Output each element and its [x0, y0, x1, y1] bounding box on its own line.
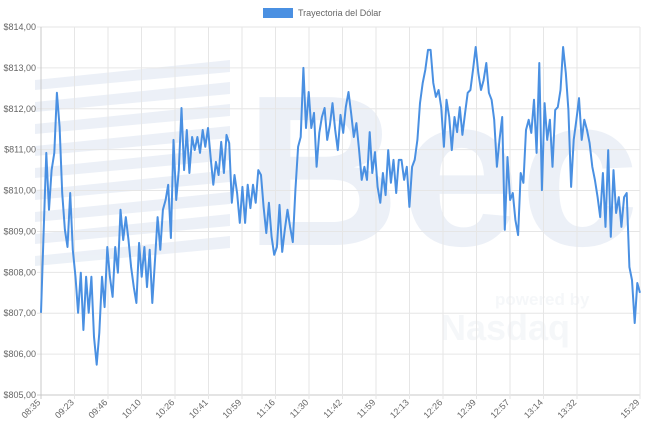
watermark-stripe — [35, 236, 230, 266]
x-axis: 08:35 09:23 09:46 10:10 10:26 10:41 10:59 11:16… — [19, 397, 641, 420]
watermark-stripe — [35, 192, 230, 222]
watermark-stripe — [35, 148, 230, 178]
y-tick-label: $808,00 — [3, 267, 36, 277]
x-tick-label: 09:23 — [53, 397, 76, 420]
y-tick-label: $811,00 — [4, 145, 36, 155]
y-axis: $814,00 $813,00 $812,00 $811,00 $810,00 $809,… — [3, 22, 36, 400]
watermark-stripe — [35, 170, 230, 200]
watermark-logo-text: Bec — [245, 50, 639, 291]
series-line-trayectoria-del-dolar — [40, 46, 641, 366]
legend-swatch — [263, 8, 293, 18]
x-tick-label: 12:57 — [488, 397, 511, 420]
x-tick-label: 11:30 — [288, 397, 311, 420]
y-tick-label: $806,00 — [3, 349, 36, 359]
x-tick-label: 08:35 — [19, 397, 42, 420]
legend[interactable]: Trayectoria del Dólar — [263, 8, 381, 18]
x-tick-label: 12:39 — [455, 397, 478, 420]
x-tick-label: 15:29 — [618, 397, 641, 420]
y-tick-label: $807,00 — [3, 308, 36, 318]
series-lines — [40, 46, 641, 366]
y-tick-label: $813,00 — [3, 63, 36, 73]
x-tick-label: 12:13 — [388, 397, 411, 420]
watermark-powered-text: powered by — [495, 290, 590, 309]
y-tick-label: $810,00 — [3, 186, 36, 196]
x-tick-label: 10:26 — [153, 397, 176, 420]
y-tick-label: $805,00 — [3, 390, 36, 400]
x-tick-label: 13:32 — [555, 397, 578, 420]
watermark-stripe — [35, 82, 230, 112]
x-tick-label: 12:26 — [421, 397, 444, 420]
x-tick-label: 11:16 — [254, 397, 277, 420]
x-tick-label: 11:59 — [355, 397, 378, 420]
x-tick-label: 10:41 — [187, 397, 210, 420]
watermark-brand-text: Nasdaq — [440, 307, 570, 348]
x-tick-label: 10:59 — [220, 397, 243, 420]
x-tick-label: 13:14 — [522, 397, 545, 420]
x-tick-label: 09:46 — [86, 397, 109, 420]
x-tick-label: 10:10 — [120, 397, 143, 420]
y-tick-label: $809,00 — [3, 226, 36, 236]
y-tick-label: $814,00 — [3, 22, 36, 32]
watermark-stripe — [35, 214, 230, 244]
x-tick-label: 11:42 — [321, 397, 344, 420]
y-tick-label: $812,00 — [3, 104, 36, 114]
bec-nasdaq-watermark: Bec powered by Nasdaq — [35, 50, 639, 348]
watermark-stripes — [35, 60, 230, 266]
legend-label: Trayectoria del Dólar — [298, 8, 382, 18]
